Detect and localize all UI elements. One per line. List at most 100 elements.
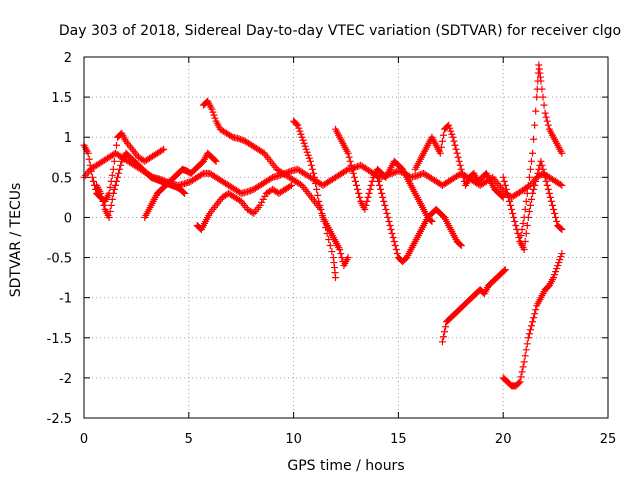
- data-point: [512, 221, 520, 229]
- data-point: [500, 177, 508, 185]
- data-point: [531, 181, 539, 189]
- data-point: [361, 205, 369, 213]
- data-point: [541, 173, 549, 181]
- data-point: [558, 181, 566, 189]
- data-point: [110, 185, 118, 193]
- data-point: [557, 224, 565, 232]
- data-point: [503, 189, 511, 197]
- data-point: [365, 189, 373, 197]
- data-point: [295, 124, 303, 132]
- data-point: [442, 323, 450, 331]
- data-point: [548, 201, 556, 209]
- data-point: [540, 101, 548, 109]
- data-point: [520, 358, 528, 366]
- data-point: [313, 185, 321, 193]
- data-point: [98, 193, 106, 201]
- data-point: [515, 234, 523, 241]
- series-f: [193, 181, 296, 233]
- data-point: [382, 205, 390, 213]
- data-point: [99, 197, 107, 205]
- data-point: [300, 139, 308, 147]
- data-point: [243, 188, 251, 196]
- data-point: [108, 171, 116, 179]
- data-point: [390, 238, 398, 246]
- data-point: [540, 169, 548, 177]
- data-point: [381, 201, 389, 209]
- data-point: [258, 198, 266, 206]
- data-point: [117, 161, 125, 169]
- data-point: [248, 208, 256, 216]
- data-point: [87, 167, 95, 175]
- data-point: [530, 135, 538, 143]
- data-point: [450, 137, 458, 145]
- data-point: [332, 274, 340, 282]
- data-point: [558, 250, 566, 258]
- data-point: [110, 157, 118, 165]
- data-point: [508, 205, 516, 213]
- data-point: [455, 157, 463, 165]
- series-k: [438, 266, 509, 346]
- data-point: [386, 221, 394, 229]
- y-tick-label: -2: [59, 372, 72, 387]
- data-point: [308, 165, 316, 173]
- data-point: [305, 154, 313, 162]
- data-point: [553, 217, 561, 225]
- data-point: [209, 108, 217, 116]
- data-point: [85, 155, 93, 163]
- data-point: [532, 107, 540, 115]
- data-point: [352, 163, 360, 171]
- data-point: [385, 217, 393, 225]
- data-point: [109, 189, 117, 197]
- data-point: [312, 179, 320, 187]
- data-point: [306, 157, 314, 165]
- data-point: [544, 121, 552, 129]
- data-point: [526, 165, 534, 173]
- data-point: [501, 266, 509, 274]
- data-point: [557, 253, 565, 261]
- data-point: [388, 229, 396, 237]
- data-point: [238, 136, 246, 144]
- x-tick-label: 0: [80, 432, 88, 447]
- y-tick-label: 1: [64, 131, 72, 146]
- data-point: [256, 201, 264, 209]
- data-point: [261, 192, 269, 200]
- data-point: [516, 378, 524, 386]
- data-point: [525, 330, 533, 338]
- data-point: [198, 170, 206, 178]
- data-point: [316, 201, 324, 209]
- data-point: [449, 133, 457, 141]
- data-point: [522, 346, 530, 354]
- data-point: [525, 207, 533, 215]
- data-point: [552, 213, 560, 221]
- data-point: [457, 165, 465, 173]
- data-point: [392, 246, 400, 254]
- chart-title: Day 303 of 2018, Sidereal Day-to-day VTE…: [59, 23, 621, 39]
- data-point: [529, 318, 537, 326]
- data-point: [235, 135, 243, 143]
- data-point: [368, 177, 376, 185]
- data-point: [107, 201, 115, 209]
- data-point: [415, 171, 423, 179]
- data-point: [527, 322, 535, 330]
- data-point: [259, 195, 267, 203]
- data-point: [89, 177, 97, 185]
- data-point: [522, 229, 530, 237]
- series-e: [199, 97, 340, 282]
- data-point: [510, 213, 518, 221]
- data-point: [391, 168, 399, 176]
- data-point: [304, 151, 312, 159]
- data-point: [227, 132, 235, 140]
- data-point: [302, 145, 310, 153]
- series-n: [499, 157, 566, 254]
- data-point: [112, 141, 120, 149]
- data-point: [248, 186, 256, 194]
- y-tick-label: -1: [59, 292, 72, 307]
- x-tick-label: 20: [495, 432, 512, 447]
- data-point: [247, 187, 255, 195]
- data-point: [543, 181, 551, 189]
- data-point: [393, 250, 401, 258]
- data-point: [363, 197, 371, 205]
- series-b: [80, 129, 168, 205]
- data-point: [307, 161, 315, 169]
- data-point: [384, 213, 392, 221]
